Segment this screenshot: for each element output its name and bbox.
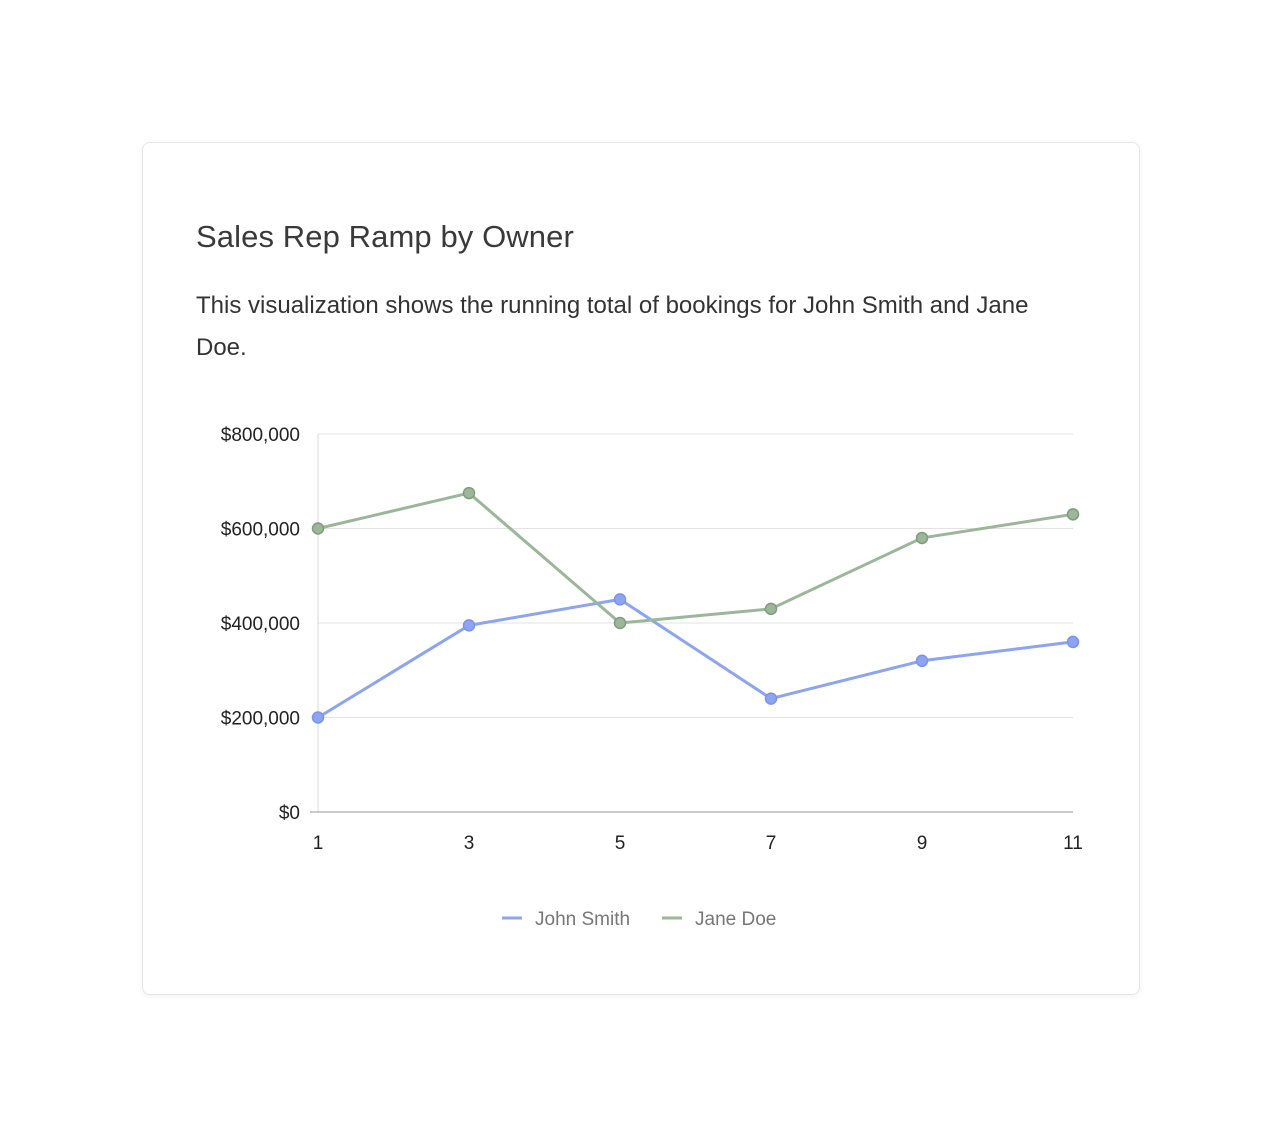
chart-title: Sales Rep Ramp by Owner: [196, 219, 574, 254]
chart-card: Sales Rep Ramp by Owner This visualizati…: [142, 142, 1140, 995]
chart-description: This visualization shows the running tot…: [196, 292, 1029, 361]
